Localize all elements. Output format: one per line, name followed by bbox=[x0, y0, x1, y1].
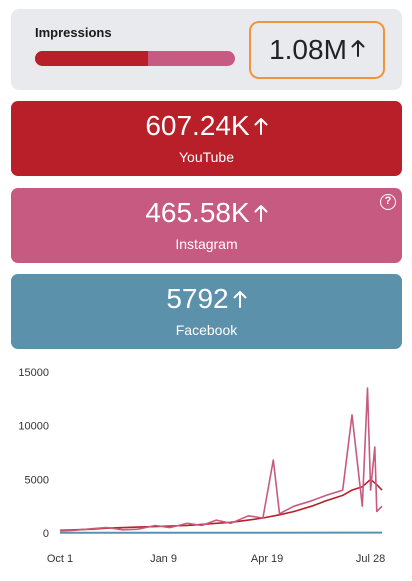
impressions-total-box[interactable]: 1.08M bbox=[249, 21, 385, 79]
help-icon[interactable]: ? bbox=[380, 194, 396, 210]
impressions-total-value: 1.08M bbox=[269, 34, 347, 65]
youtube-value: 607.24K bbox=[145, 110, 250, 141]
x-tick-label: Apr 19 bbox=[251, 553, 283, 565]
series-line-0 bbox=[59, 478, 383, 532]
instagram-card[interactable]: 465.58K Instagram ? bbox=[11, 188, 402, 263]
y-tick-label: 10000 bbox=[18, 421, 49, 433]
facebook-value: 5792 bbox=[166, 283, 229, 314]
youtube-label: YouTube bbox=[178, 149, 234, 165]
instagram-value: 465.58K bbox=[145, 197, 250, 228]
y-tick-label: 15000 bbox=[18, 367, 49, 379]
x-tick-label: Oct 1 bbox=[47, 553, 73, 565]
impressions-label: Impressions bbox=[35, 25, 112, 40]
series-line-1 bbox=[59, 387, 383, 532]
facebook-card[interactable]: 5792 Facebook bbox=[11, 274, 402, 349]
impressions-line-chart: 15000 10000 5000 0 Oct 1 Jan 9 Apr 19 Jul 28 bbox=[0, 355, 412, 581]
arrow-up-icon bbox=[254, 197, 268, 229]
youtube-share-fill bbox=[35, 51, 149, 66]
x-tick-label: Jan 9 bbox=[150, 553, 177, 565]
arrow-up-icon bbox=[254, 110, 268, 142]
instagram-label: Instagram bbox=[175, 236, 238, 252]
arrow-up-icon bbox=[351, 39, 365, 62]
youtube-card[interactable]: 607.24K YouTube bbox=[11, 101, 402, 176]
x-tick-label: Jul 28 bbox=[356, 553, 385, 565]
arrow-up-icon bbox=[233, 283, 247, 315]
y-tick-label: 5000 bbox=[25, 474, 49, 486]
impressions-share-bar bbox=[35, 51, 235, 66]
chart-svg: 15000 10000 5000 0 Oct 1 Jan 9 Apr 19 Jul 28 bbox=[18, 367, 385, 565]
y-tick-label: 0 bbox=[43, 528, 49, 540]
facebook-label: Facebook bbox=[175, 322, 238, 338]
impressions-card: Impressions 1.08M bbox=[11, 9, 402, 90]
